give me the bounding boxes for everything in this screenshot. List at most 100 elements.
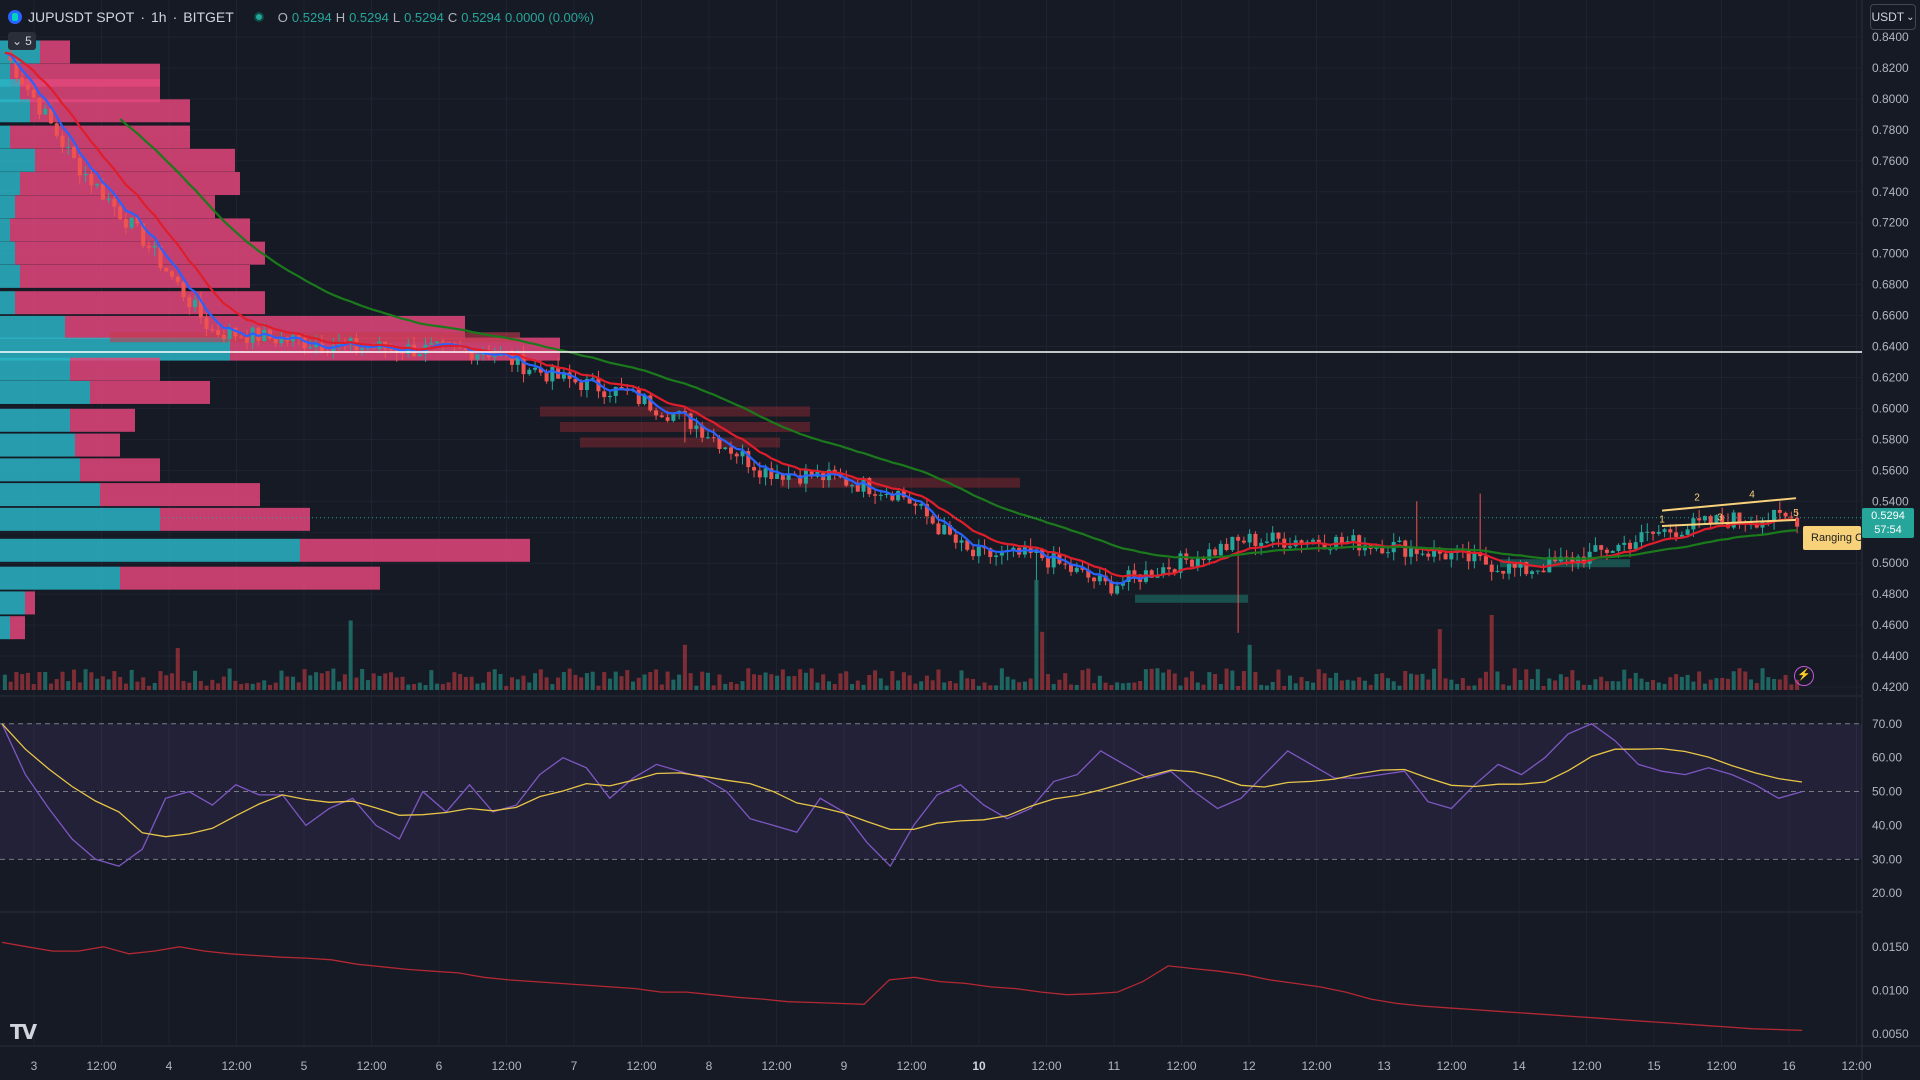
candle-body [579,382,584,391]
volume-bar [1241,670,1246,690]
volume-bar [239,684,244,690]
volume-bar [141,677,146,690]
volume-profile-down [160,507,310,531]
volume-bar [786,676,791,690]
candle-body [1028,546,1033,553]
time-tick-label: 12:00 [1166,1059,1196,1073]
ranging-label[interactable]: Ranging C [1803,526,1861,550]
interval-label[interactable]: 1h [150,9,167,25]
volume-bar [216,683,221,690]
volume-bar [1351,680,1356,690]
volume-bar [486,671,491,690]
candle-body [1576,556,1581,564]
candle-body [1651,531,1656,534]
candle-body [711,437,716,439]
candle-body [573,378,578,383]
volume-bar [1138,680,1143,690]
candle-body [221,334,226,339]
volume-bar [463,677,468,690]
chevron-down-icon: ⌄ [12,34,23,48]
volume-bar [1305,681,1310,690]
volume-bar [763,672,768,690]
candle-body [1045,558,1050,568]
volume-bar [1593,679,1598,690]
volume-bar [1115,682,1120,690]
candle-body [1495,570,1500,572]
candle-body [1766,521,1771,523]
candle-body [267,329,272,339]
volume-bar [146,685,151,690]
separator: · [140,9,145,25]
volume-bar [625,670,630,690]
volume-bar [556,677,561,690]
volume-bar [1541,685,1546,690]
candle-body [1253,533,1258,546]
volume-bar [1697,671,1702,690]
volume-profile-down [90,380,210,404]
candle-body [1518,562,1523,568]
price-tick-label: 0.8000 [1872,92,1909,106]
candle-body [561,372,566,379]
volume-bar [775,675,780,690]
symbol-name[interactable]: JUPUSDT SPOT [28,9,135,25]
volume-profile-up [0,125,10,149]
volume-bar [1051,683,1056,690]
volume-bar [118,676,123,690]
candle-body [388,349,394,351]
candle-body [1218,543,1223,556]
candle-body [365,347,370,349]
candle-body [723,447,728,450]
volume-bar [1576,680,1581,690]
volume-bar [1783,674,1788,690]
indicators-collapse-button[interactable]: ⌄ 5 [8,32,36,50]
lightning-alert-icon[interactable]: ⚡ [1794,666,1814,686]
candle-body [1385,552,1390,554]
candle-body [319,343,324,352]
volume-profile-up [0,148,35,172]
candle-body [1593,545,1598,552]
volume-profile-up [0,79,20,103]
candle-body [619,386,624,389]
volume-bar [1380,673,1385,690]
volume-bar [1022,681,1027,690]
candle-body [1074,567,1079,572]
volume-bar [521,675,526,690]
price-tick-label: 0.4800 [1872,587,1909,601]
candle-body [705,437,710,439]
volume-bar [821,674,826,690]
tradingview-logo-icon[interactable]: TV [10,1020,37,1044]
currency-selector[interactable]: USDT ⌄ [1870,4,1916,30]
volume-bar [1299,677,1304,690]
volume-bar [1743,671,1748,690]
volume-bar [1190,671,1195,690]
volume-profile-down [20,172,240,196]
candle-body [1097,575,1102,582]
volume-profile-up [0,218,10,242]
rsi-pane [0,723,1862,868]
rsi-tick-label: 40.00 [1872,818,1902,832]
price-tick-label: 0.5400 [1872,494,1909,508]
candle-body [1230,536,1235,551]
volume-bar [1662,683,1667,690]
candle-body [95,183,100,186]
volume-bar [187,682,192,690]
candle-body [855,485,860,492]
volume-bar [648,672,653,690]
candle-body [129,217,134,228]
volume-bar [319,673,324,690]
volume-bar [924,675,929,690]
candle-body [429,343,434,345]
price-tick-label: 0.7000 [1872,247,1909,261]
candle-body [1247,533,1252,543]
candle-body [849,485,855,487]
volume-bar [1161,672,1166,690]
candle-body [164,267,169,272]
symbol-header[interactable]: JUPUSDT SPOT · 1h · BITGET O 0.5294 H 0.52… [8,6,594,28]
volume-bar [250,683,255,690]
volume-profile-up [0,195,15,219]
volume-profile-up [0,315,65,339]
volume-bar [452,672,457,690]
volume-bar [1080,670,1085,690]
